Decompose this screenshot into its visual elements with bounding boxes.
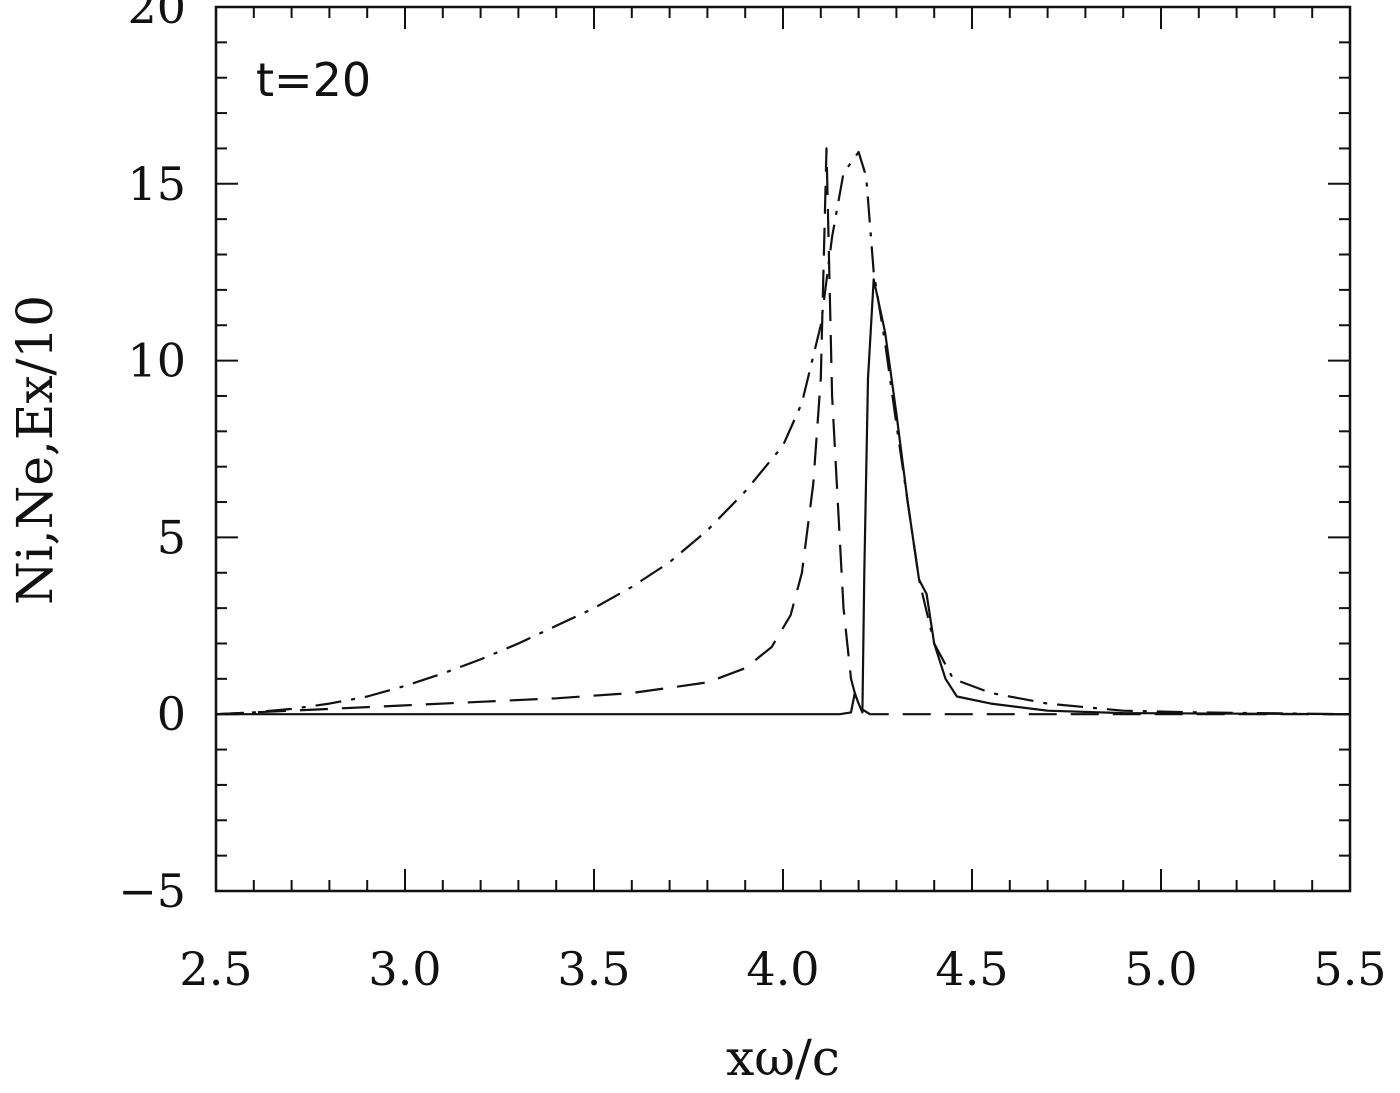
y-tick-label: 10 [127,334,186,388]
y-tick-label: 5 [157,510,186,564]
y-tick-label: 15 [127,157,186,211]
x-tick-label: 4.5 [935,942,1008,996]
series-line-dashdot [215,150,1351,716]
series-layer [215,147,1351,716]
x-tick-label: 5.5 [1313,942,1386,996]
x-tick-label: 3.5 [557,942,630,996]
x-tick-label: 3.0 [368,942,441,996]
x-axis-label: xω/c [726,1029,840,1087]
ticks-layer: 2.5 3.0 3.5 4.0 4.5 5.0 5.5 −5 0 5 10 15 20 [118,0,1386,996]
x-tick-label: 4.0 [746,942,819,996]
x-tick-label: 5.0 [1124,942,1197,996]
y-tick-label: 20 [127,0,186,34]
y-axis-label: Ni,Ne,Ex/10 [6,295,64,605]
y-tick-label: 0 [157,687,186,741]
series-line-solid [216,278,1351,716]
chart-annotation: t=20 [256,53,371,107]
plot-frame [214,5,1352,893]
y-tick-label: −5 [118,864,186,918]
x-tick-label: 2.5 [179,942,252,996]
series-line-dashed [215,147,1350,716]
